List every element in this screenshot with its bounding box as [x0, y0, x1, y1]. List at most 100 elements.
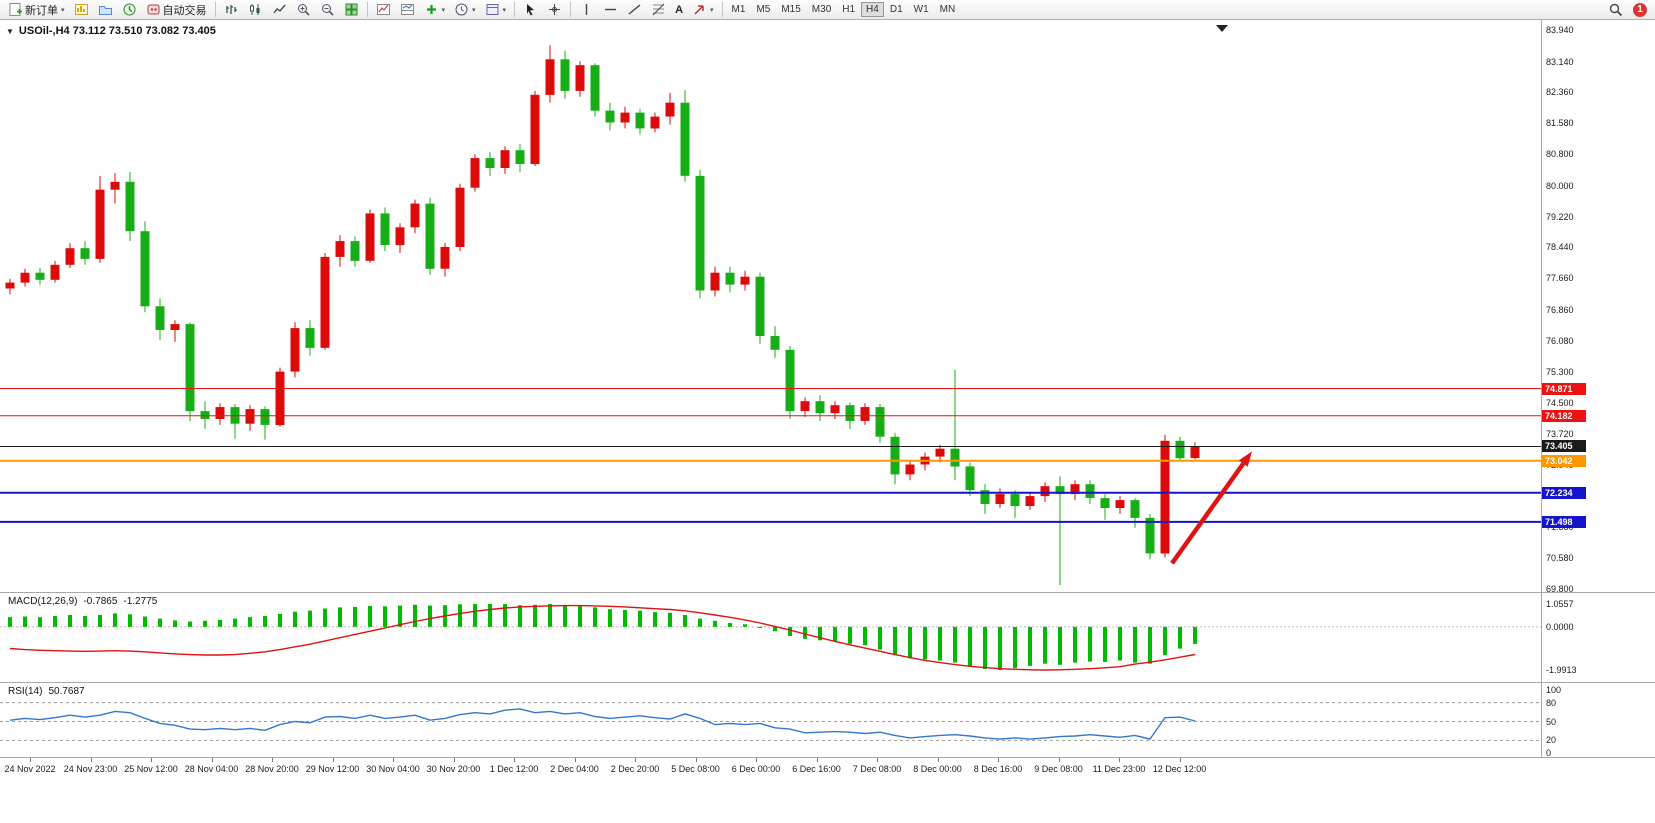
indicators-button[interactable] [372, 1, 395, 19]
rsi-axis-label: 20 [1546, 735, 1557, 746]
price-tag[interactable]: 72.234 [1542, 486, 1586, 499]
time-axis-label: 25 Nov 12:00 [124, 764, 178, 774]
timeframe-h1[interactable]: H1 [837, 2, 860, 17]
price-tag[interactable]: 74.182 [1542, 409, 1586, 422]
timeframe-d1[interactable]: D1 [885, 2, 908, 17]
auto-trading-button[interactable]: 自动交易 [142, 1, 211, 19]
toolbar-right-group: 1 [1604, 1, 1651, 19]
profiles-icon [98, 2, 113, 17]
time-axis-label: 8 Dec 00:00 [913, 764, 962, 774]
trendline-button[interactable] [623, 1, 646, 19]
time-tick [514, 758, 515, 762]
price-axis-label: 79.220 [1546, 211, 1574, 222]
time-axis-label: 28 Nov 04:00 [184, 764, 239, 774]
time-axis-label: 12 Dec 12:00 [1152, 764, 1207, 774]
time-axis[interactable]: 24 Nov 2022 24 Nov 23:00 25 Nov 12:00 28 No… [0, 758, 1655, 788]
text-tool-button[interactable]: A [671, 1, 687, 19]
timeframe-toolbar: M1 M5 M15 M30 H1 H4 D1 W1 MN [727, 2, 961, 17]
candlestick-chart-button[interactable] [244, 1, 267, 19]
price-axis-label: 80.000 [1546, 180, 1574, 191]
time-axis-label: 24 Nov 2022 [4, 764, 56, 774]
chevron-down-icon: ▾ [472, 6, 476, 14]
axis-divider [1541, 20, 1542, 758]
indicator-window-button[interactable] [396, 1, 419, 19]
rsi-axis-label: 80 [1546, 697, 1557, 708]
notification-badge[interactable]: 1 [1633, 2, 1647, 17]
horizontal-line-button[interactable] [599, 1, 622, 19]
separator [514, 2, 516, 17]
bar-chart-button[interactable] [220, 1, 243, 19]
zoom-out-button[interactable] [316, 1, 339, 19]
one-click-trading-toggle[interactable]: ▼ [6, 26, 14, 36]
time-axis-label: 28 Nov 20:00 [245, 764, 299, 774]
price-tag[interactable]: 74.871 [1542, 382, 1586, 395]
timeframe-w1[interactable]: W1 [909, 2, 934, 17]
line-chart-button[interactable] [268, 1, 291, 19]
rsi-label: RSI(14) 50.7687 [8, 686, 85, 697]
time-axis-label: 11 Dec 23:00 [1092, 764, 1146, 774]
price-axis-label: 73.720 [1546, 429, 1574, 440]
timeframe-mn[interactable]: MN [935, 2, 961, 17]
time-tick [1058, 758, 1060, 762]
timeframe-m1[interactable]: M1 [727, 2, 751, 17]
profiles-button[interactable] [94, 1, 117, 19]
time-axis-label: 30 Nov 20:00 [426, 764, 481, 774]
price-axis-label: 83.940 [1546, 25, 1574, 35]
panel-divider[interactable] [0, 682, 1655, 683]
chevron-down-icon: ▾ [710, 6, 714, 14]
templates-button[interactable]: ▾ [481, 1, 511, 19]
timeframe-m30[interactable]: M30 [807, 2, 836, 17]
price-axis-label: 81.580 [1546, 118, 1574, 129]
indicators-icon [376, 2, 391, 17]
periods-button[interactable]: ▾ [450, 1, 480, 19]
time-tick [998, 758, 999, 762]
main-chart-canvas[interactable] [0, 22, 1541, 592]
crosshair-icon [547, 2, 562, 17]
panel-divider [0, 757, 1655, 758]
time-axis-label: 29 Nov 12:00 [305, 764, 360, 774]
arrows-tool-button[interactable]: ▾ [688, 1, 718, 19]
time-axis-label: 1 Dec 12:00 [489, 764, 539, 774]
price-axis[interactable]: 83.940 83.140 82.360 81.580 80.800 80.000 79.2… [1542, 20, 1655, 823]
tile-windows-button[interactable] [340, 1, 363, 19]
macd-panel-canvas[interactable] [0, 593, 1541, 682]
time-axis-label: 30 Nov 04:00 [366, 764, 420, 774]
fibonacci-button[interactable] [647, 1, 670, 19]
panel-divider[interactable] [0, 592, 1655, 593]
time-axis-label: 5 Dec 08:00 [671, 764, 720, 774]
chevron-down-icon: ▾ [502, 6, 507, 14]
price-axis-label: 77.660 [1546, 273, 1574, 284]
separator [721, 2, 723, 17]
search-icon [1608, 2, 1623, 17]
rsi-axis-label: 50 [1546, 716, 1557, 727]
time-tick [1119, 758, 1120, 762]
macd-axis-label: 1.0557 [1546, 599, 1574, 609]
price-axis-label: 69.800 [1546, 584, 1574, 594]
quote-text: USOil-,H4 73.112 73.510 73.082 73.405 [18, 25, 216, 37]
add-indicator-button[interactable]: ▾ [420, 1, 450, 19]
crosshair-button[interactable] [543, 1, 566, 19]
time-tick [30, 758, 31, 762]
auto-trading-label: 自动交易 [162, 4, 207, 17]
price-tag[interactable]: 73.405 [1542, 440, 1586, 453]
time-tick [1179, 758, 1181, 762]
market-watch-button[interactable] [118, 1, 141, 19]
time-tick [211, 758, 213, 762]
charts-button[interactable] [70, 1, 93, 19]
bar-chart-icon [224, 2, 239, 17]
new-order-button[interactable]: 新订单 ▾ [4, 1, 69, 19]
search-button[interactable] [1604, 1, 1627, 19]
rsi-panel-canvas[interactable] [0, 683, 1541, 757]
macd-axis-label: -1.9913 [1546, 665, 1577, 675]
text-tool-icon: A [675, 3, 684, 16]
price-tag[interactable]: 71.498 [1542, 515, 1586, 528]
timeframe-m5[interactable]: M5 [751, 2, 775, 17]
horizontal-line-icon [603, 2, 618, 17]
cursor-button[interactable] [519, 1, 542, 19]
vertical-line-button[interactable] [575, 1, 598, 19]
zoom-in-button[interactable] [292, 1, 315, 19]
timeframe-h4[interactable]: H4 [861, 2, 884, 17]
trend-arrow [1170, 462, 1246, 565]
price-tag[interactable]: 73.042 [1542, 454, 1586, 467]
timeframe-m15[interactable]: M15 [776, 2, 805, 17]
